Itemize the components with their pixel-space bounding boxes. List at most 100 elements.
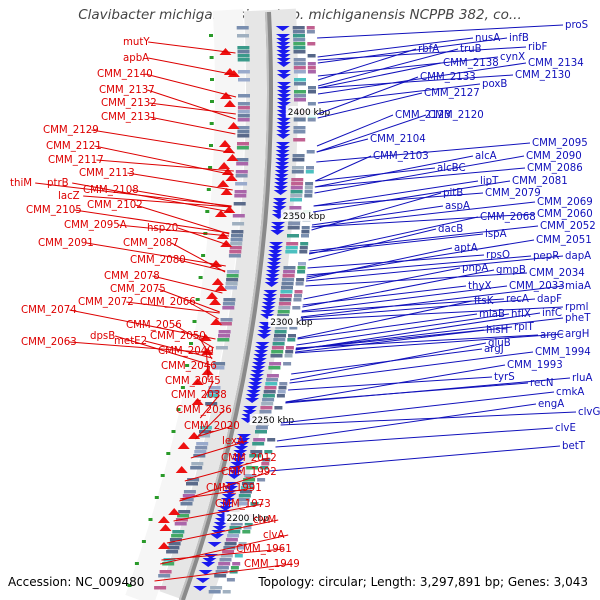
left-gene-label: ptrB: [47, 178, 69, 189]
left-gene-label: CMM_2132: [101, 98, 157, 109]
right-gene-label: CMM_2134: [528, 58, 584, 69]
left-gene-label: CMM_2074: [21, 305, 77, 316]
right-gene-label: pnpA: [462, 263, 488, 274]
right-gene-label: CMM_2069: [537, 197, 593, 208]
right-gene-label: CMM_2090: [526, 151, 582, 162]
right-gene-label: betT: [562, 441, 586, 452]
left-gene-label: dpsB: [90, 331, 115, 342]
left-label-connectors: [35, 41, 293, 582]
right-gene-label: infB: [509, 33, 529, 44]
right-gene-label: aptA: [454, 243, 478, 254]
left-gene-label: CMM_2102: [87, 200, 143, 211]
left-gene-label: CMM_2095A: [64, 220, 127, 231]
topology-text: Topology: circular; Length: 3,297,891 bp…: [258, 575, 588, 589]
left-gene-label: CMM_2075: [110, 284, 166, 295]
right-gene-label: gmpB: [496, 265, 526, 276]
right-gene-label: pheT: [565, 313, 591, 324]
right-gene-label: CMM_2034: [529, 268, 585, 279]
right-gene-label: CMM_2095: [532, 138, 588, 149]
map-title: Clavibacter michiganensis subsp. michiga…: [78, 7, 522, 23]
left-gene-label: thiM: [10, 178, 32, 189]
genome-backbone: [178, 11, 273, 600]
left-gene-label: CMM_2129: [43, 125, 99, 136]
right-gene-label: pepR: [533, 251, 559, 262]
right-gene-label: ftsK: [474, 296, 494, 307]
left-gene-label: CMM_2113: [79, 168, 135, 179]
right-gene-label: miaA: [565, 281, 591, 292]
right-gene-label: CMM_2103: [373, 151, 429, 162]
right-gene-label: lipT: [480, 176, 499, 187]
right-gene-label: CMM_2133: [420, 72, 476, 83]
right-gene-label: tyrS: [494, 372, 515, 383]
right-gene-label: argH: [565, 329, 589, 340]
right-gene-label: CMM_1994: [535, 347, 591, 358]
right-gene-label: CMM_2079: [485, 188, 541, 199]
right-gene-label: CMM_2052: [540, 221, 596, 232]
left-gene-label: CMM_2140: [97, 69, 153, 80]
left-gene-label: CMM_1961: [236, 544, 292, 555]
right-gene-label: CMM_2127: [424, 88, 480, 99]
right-gene-label: CMM_2033: [509, 281, 565, 292]
left-gene-label: metE2: [114, 336, 147, 347]
right-gene-label: rluA: [572, 373, 592, 384]
right-gene-label: miaB: [479, 309, 505, 320]
left-gene-labels: mutY apbA CMM_2140 CMM_2137 CMM_2132 CMM_2131…: [10, 37, 300, 570]
left-gene-label: CMM_2080: [130, 255, 186, 266]
right-gene-label: rbfA: [418, 44, 439, 55]
left-gene-label: CMM_2117: [48, 155, 104, 166]
right-gene-label: CMM_2081: [512, 176, 568, 187]
left-gene-label: apbA: [123, 53, 149, 64]
left-gene-label: CMM_2066: [140, 297, 196, 308]
right-gene-label: alcA: [475, 151, 497, 162]
kbp-tick-label: 2400 kbp: [288, 108, 331, 118]
left-gene-label: CMM_1991: [206, 483, 262, 494]
right-gene-label: clvG: [578, 407, 600, 418]
left-gene-label: CMM_2091: [38, 238, 94, 249]
left-gene-label: CMM_2046: [161, 361, 217, 372]
left-gene-label: CMM_2056: [126, 320, 182, 331]
right-gene-label: CMM_2086: [527, 163, 583, 174]
left-gene-label: clvA: [263, 530, 284, 541]
right-gene-label: clvE: [555, 423, 576, 434]
right-gene-label: CMM_2068: [480, 212, 536, 223]
left-gene-label: CMM_1992: [221, 467, 277, 478]
right-gene-label: thyX: [468, 281, 491, 292]
right-gene-label: truB: [460, 44, 482, 55]
left-gene-label: CMM_1949: [244, 559, 300, 570]
left-gene-label: CMM_2063: [21, 337, 77, 348]
right-gene-label: pitB: [443, 188, 463, 199]
right-gene-label: aspA: [445, 201, 470, 212]
right-gene-label: nusA: [475, 33, 500, 44]
right-gene-label: engA: [538, 399, 564, 410]
left-gene-label: CMM_2105: [26, 205, 82, 216]
right-gene-label: cmkA: [556, 387, 584, 398]
right-gene-label: argC: [540, 330, 564, 341]
kbp-tick-label: 2300 kbp: [270, 318, 313, 328]
right-gene-label: cynX: [500, 52, 525, 63]
left-gene-label: clvM: [253, 515, 276, 526]
left-gene-label: CMM_2038: [171, 390, 227, 401]
left-gene-label: CMM_2121: [46, 141, 102, 152]
right-gene-label: CMM_2120: [428, 110, 484, 121]
left-gene-label: CMM_2072: [78, 297, 134, 308]
right-gene-label: infC: [542, 308, 562, 319]
right-label-connectors: [269, 24, 577, 472]
left-gene-label: CMM_2045: [165, 376, 221, 387]
right-gene-label: rplT: [514, 322, 534, 333]
right-gene-label: rpsO: [486, 250, 510, 261]
right-gene-label: dapA: [565, 251, 591, 262]
left-gene-label: hsp20: [147, 223, 178, 234]
left-gene-label: lexA: [222, 436, 244, 447]
left-gene-label: CMM_2012: [221, 453, 277, 464]
left-gene-label: CMM_2036: [176, 405, 232, 416]
left-gene-label: CMM_2087: [123, 238, 179, 249]
left-gene-label: CMM_2020: [184, 421, 240, 432]
left-gene-label: CMM_1973: [215, 499, 271, 510]
right-gene-label: CMM_2138: [443, 58, 499, 69]
accession-text: Accession: NC_009480: [8, 575, 145, 589]
left-gene-label: CMM_2137: [99, 85, 155, 96]
kbp-tick-label: 2250 kbp: [252, 416, 295, 426]
kbp-tick-label: 2350 kbp: [283, 212, 326, 222]
right-gene-label: CMM_2130: [515, 70, 571, 81]
